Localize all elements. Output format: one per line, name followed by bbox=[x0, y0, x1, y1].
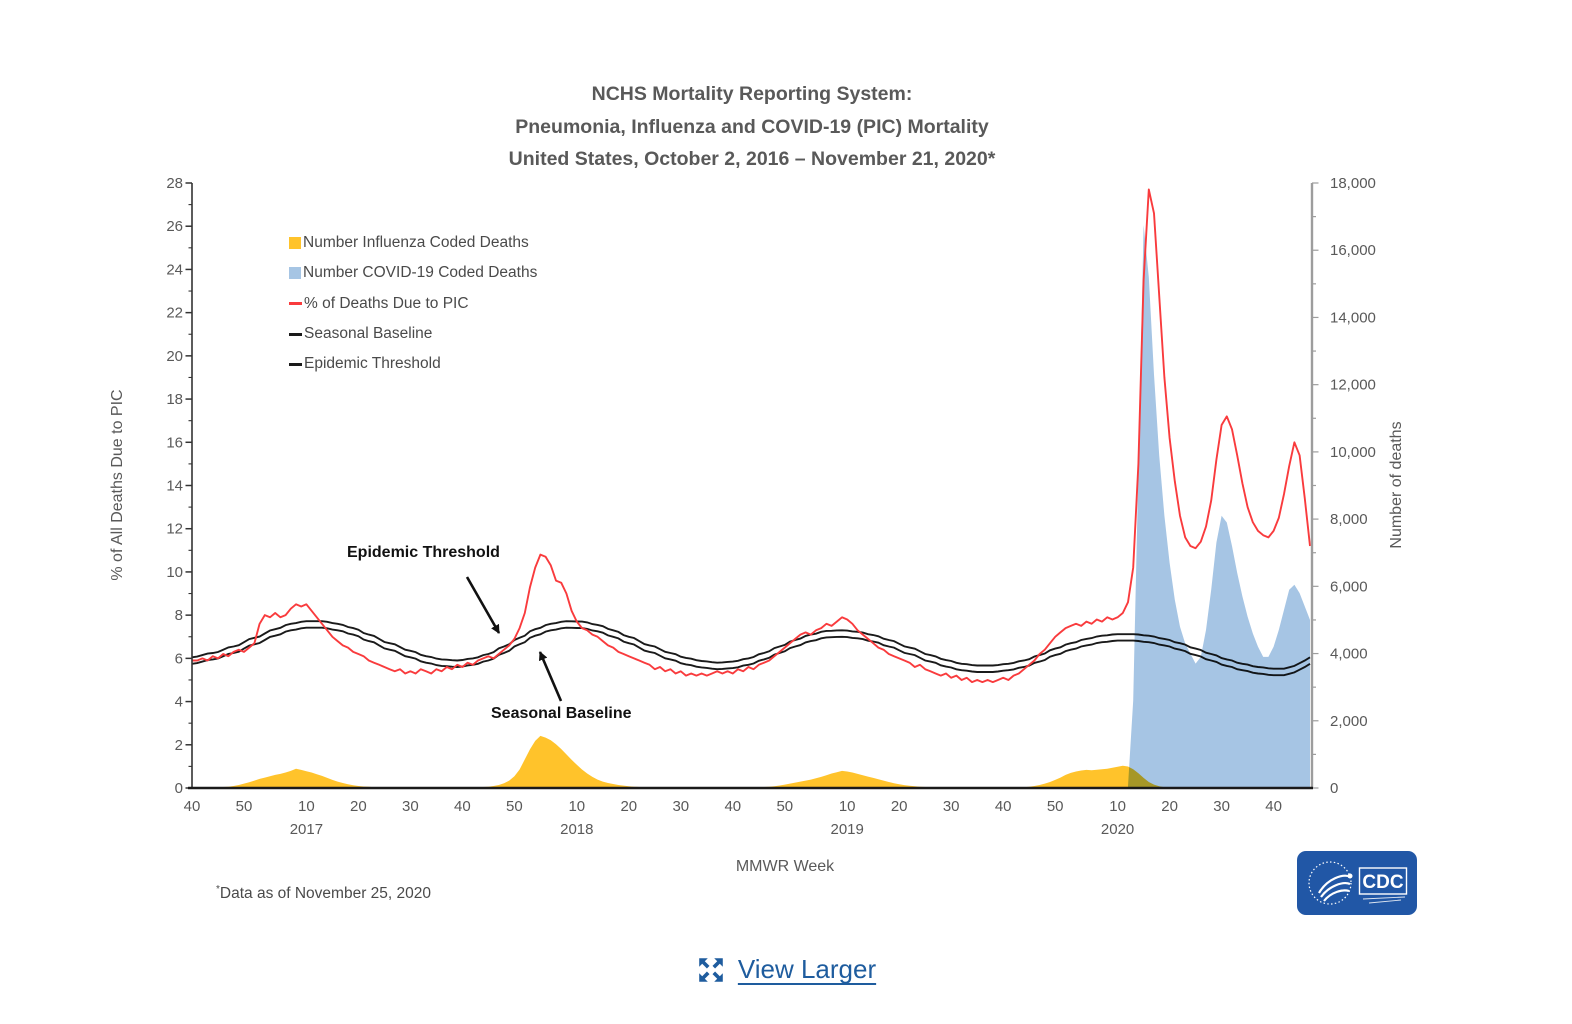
legend-swatch-dash bbox=[289, 302, 302, 306]
svg-text:14,000: 14,000 bbox=[1330, 309, 1376, 326]
pic-percent-line bbox=[192, 188, 1311, 684]
svg-text:40: 40 bbox=[724, 798, 741, 815]
legend-item-label: Number COVID-19 Coded Deaths bbox=[303, 264, 538, 282]
expand-arrows-icon bbox=[699, 957, 723, 982]
svg-text:18,000: 18,000 bbox=[1330, 175, 1376, 192]
svg-text:40: 40 bbox=[184, 798, 201, 815]
svg-text:2: 2 bbox=[175, 737, 183, 754]
svg-text:30: 30 bbox=[402, 798, 419, 815]
seasonal-baseline-annotation: Seasonal Baseline bbox=[491, 705, 632, 722]
svg-text:2020: 2020 bbox=[1101, 821, 1134, 838]
svg-text:12: 12 bbox=[166, 521, 183, 538]
legend-swatch-dash bbox=[289, 362, 302, 366]
svg-text:26: 26 bbox=[166, 218, 183, 235]
seasonal-baseline-line bbox=[191, 626, 1311, 677]
chart-title-line2: Pneumonia, Influenza and COVID-19 (PIC) … bbox=[515, 115, 989, 138]
legend-item: Number Influenza Coded Deaths bbox=[289, 228, 537, 258]
svg-text:10: 10 bbox=[839, 798, 856, 815]
legend-item: % of Deaths Due to PIC bbox=[289, 289, 537, 319]
svg-text:40: 40 bbox=[454, 798, 471, 815]
svg-text:14: 14 bbox=[166, 478, 183, 495]
svg-text:40: 40 bbox=[1265, 798, 1282, 815]
legend-swatch-square bbox=[289, 237, 301, 250]
legend-swatch-square bbox=[289, 267, 301, 280]
y-right-axis-title: Number of deaths bbox=[1388, 421, 1405, 548]
epidemic-threshold-annotation: Epidemic Threshold bbox=[347, 544, 500, 561]
footnote-asterisk: * bbox=[216, 884, 220, 895]
svg-text:2019: 2019 bbox=[831, 821, 864, 838]
hhs-seal-ring bbox=[1308, 861, 1352, 905]
y-left-axis-title: % of All Deaths Due to PIC bbox=[109, 389, 126, 580]
y-right-axis: 0 2,000 4,000 6,000 8,000 10,000 12,000 14,000 1… bbox=[1310, 175, 1405, 797]
svg-text:6,000: 6,000 bbox=[1330, 578, 1368, 595]
x-axis: 40 50 10 20 30 40 50 10 20 30 40 50 10 20 30 40 50 10 20 30… bbox=[184, 786, 1313, 838]
svg-text:10: 10 bbox=[298, 798, 315, 815]
legend-swatch-dash bbox=[289, 332, 302, 336]
svg-text:4: 4 bbox=[175, 694, 183, 711]
svg-text:2018: 2018 bbox=[560, 821, 593, 838]
svg-text:20: 20 bbox=[620, 798, 637, 815]
svg-text:10: 10 bbox=[1109, 798, 1126, 815]
svg-text:16,000: 16,000 bbox=[1330, 242, 1376, 259]
epidemic-threshold-line bbox=[191, 620, 1311, 670]
svg-text:28: 28 bbox=[166, 175, 183, 192]
svg-text:50: 50 bbox=[506, 798, 523, 815]
svg-text:8: 8 bbox=[175, 607, 183, 624]
view-larger-label: View Larger bbox=[737, 954, 877, 984]
svg-text:24: 24 bbox=[166, 261, 183, 278]
svg-text:12,000: 12,000 bbox=[1330, 377, 1376, 394]
svg-text:6: 6 bbox=[175, 650, 183, 667]
svg-text:50: 50 bbox=[236, 798, 253, 815]
svg-text:10: 10 bbox=[166, 564, 183, 581]
svg-text:30: 30 bbox=[672, 798, 689, 815]
svg-text:0: 0 bbox=[175, 780, 183, 797]
annotation-arrows bbox=[465, 576, 563, 702]
chart-title: NCHS Mortality Reporting System: Pneumon… bbox=[0, 78, 1504, 176]
svg-text:50: 50 bbox=[1047, 798, 1064, 815]
svg-text:50: 50 bbox=[776, 798, 793, 815]
legend: Number Influenza Coded Deaths Number COVI… bbox=[289, 228, 537, 379]
svg-text:20: 20 bbox=[166, 348, 183, 365]
svg-text:22: 22 bbox=[166, 305, 183, 322]
svg-text:18: 18 bbox=[166, 391, 183, 408]
x-axis-title: MMWR Week bbox=[735, 858, 835, 875]
svg-text:0: 0 bbox=[1330, 780, 1338, 797]
footnote-text: Data as of November 25, 2020 bbox=[219, 885, 432, 903]
svg-text:10: 10 bbox=[568, 798, 585, 815]
cdc-logo-text: CDC bbox=[1362, 872, 1403, 893]
covid-area bbox=[1128, 225, 1310, 788]
svg-text:8,000: 8,000 bbox=[1330, 511, 1368, 528]
footnote: *Data as of November 25, 2020 bbox=[216, 884, 431, 903]
svg-text:20: 20 bbox=[891, 798, 908, 815]
influenza-area bbox=[192, 735, 1310, 788]
svg-text:20: 20 bbox=[350, 798, 367, 815]
svg-text:30: 30 bbox=[1213, 798, 1230, 815]
legend-item-label: Epidemic Threshold bbox=[304, 355, 441, 373]
svg-text:4,000: 4,000 bbox=[1330, 646, 1368, 663]
legend-item: Seasonal Baseline bbox=[289, 319, 537, 349]
svg-text:2,000: 2,000 bbox=[1330, 713, 1368, 730]
legend-item-label: % of Deaths Due to PIC bbox=[304, 294, 469, 312]
cdc-logo: CDC bbox=[1297, 851, 1417, 915]
svg-text:40: 40 bbox=[995, 798, 1012, 815]
legend-item-label: Number Influenza Coded Deaths bbox=[303, 234, 529, 252]
chart-title-line1: NCHS Mortality Reporting System: bbox=[591, 83, 913, 105]
svg-text:16: 16 bbox=[166, 434, 183, 451]
legend-item: Epidemic Threshold bbox=[289, 349, 537, 379]
view-larger-link[interactable]: View Larger bbox=[696, 954, 876, 985]
svg-text:2017: 2017 bbox=[290, 821, 323, 838]
legend-item: Number COVID-19 Coded Deaths bbox=[289, 258, 537, 288]
legend-item-label: Seasonal Baseline bbox=[304, 325, 433, 343]
chart-title-line3: United States, October 2, 2016 – Novembe… bbox=[508, 148, 996, 170]
svg-text:10,000: 10,000 bbox=[1330, 444, 1376, 461]
svg-text:20: 20 bbox=[1161, 798, 1178, 815]
cdc-logo-graphic: CDC bbox=[1297, 851, 1417, 915]
svg-text:30: 30 bbox=[943, 798, 960, 815]
